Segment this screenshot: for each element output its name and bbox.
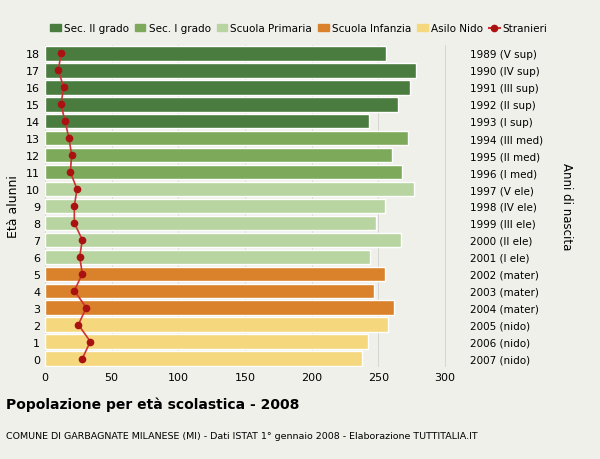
Bar [45,182,415,197]
Bar [45,233,401,247]
Bar [45,267,385,281]
Bar [45,318,388,332]
Bar [45,47,386,62]
Bar [45,352,362,366]
Bar [45,64,416,78]
Bar [45,301,394,315]
Y-axis label: Età alunni: Età alunni [7,175,20,238]
Bar [45,284,374,298]
Bar [45,132,407,146]
Legend: Sec. II grado, Sec. I grado, Scuola Primaria, Scuola Infanzia, Asilo Nido, Stran: Sec. II grado, Sec. I grado, Scuola Prim… [50,24,548,34]
Y-axis label: Anni di nascita: Anni di nascita [560,163,572,250]
Bar [45,115,369,129]
Bar [45,98,398,112]
Bar [45,216,376,230]
Bar [45,250,370,264]
Bar [45,199,385,214]
Text: COMUNE DI GARBAGNATE MILANESE (MI) - Dati ISTAT 1° gennaio 2008 - Elaborazione T: COMUNE DI GARBAGNATE MILANESE (MI) - Dat… [6,431,478,441]
Bar [45,166,403,180]
Bar [45,81,410,95]
Text: Popolazione per età scolastica - 2008: Popolazione per età scolastica - 2008 [6,397,299,412]
Bar [45,149,392,163]
Bar [45,335,368,349]
